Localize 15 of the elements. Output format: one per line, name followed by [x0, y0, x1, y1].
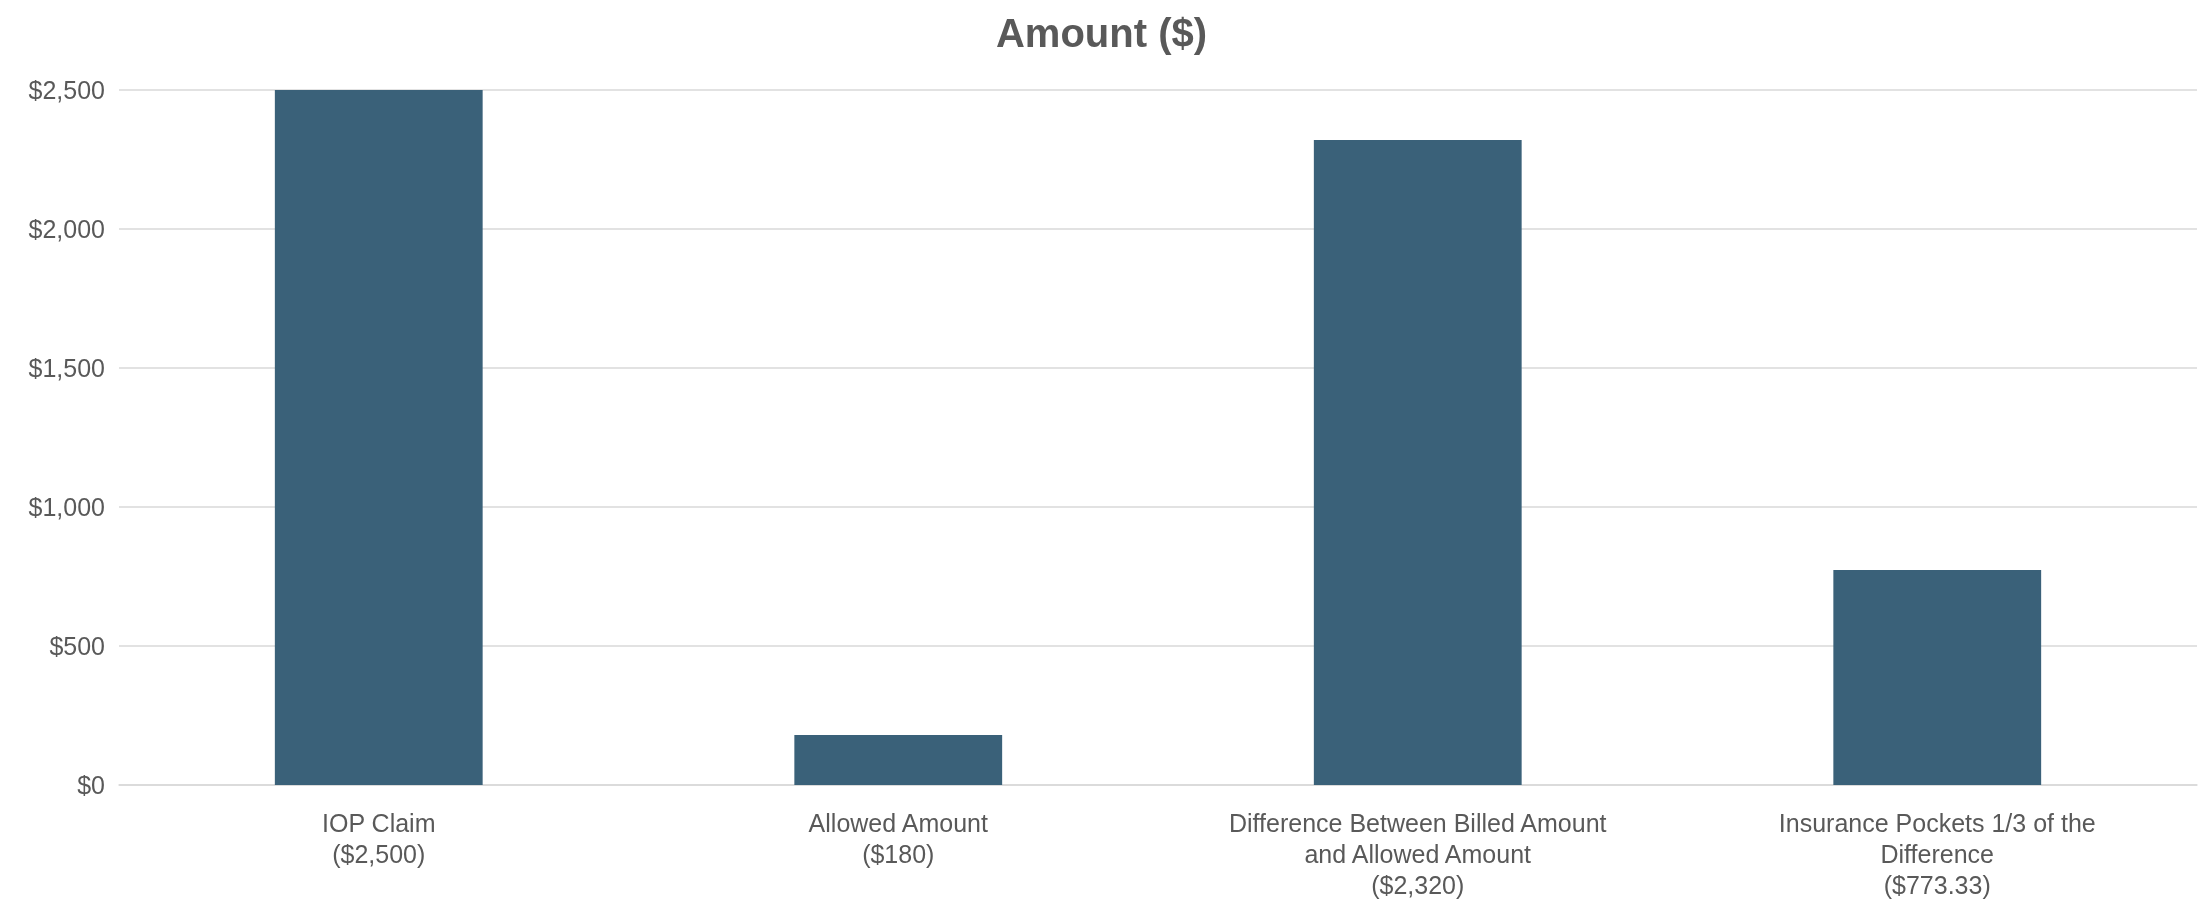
- x-tick-label: Insurance Pockets 1/3 of the Difference ($773.33): [1778, 808, 2096, 899]
- bar: [1833, 570, 2042, 785]
- bar: [794, 734, 1003, 785]
- y-tick-label: $500: [49, 632, 105, 660]
- y-tick-label: $0: [77, 771, 105, 799]
- bar: [1313, 140, 1522, 785]
- x-tick-label: Difference Between Billed Amount and Allowed Amount ($2,320): [1228, 808, 1607, 899]
- y-tick-label: $1,500: [28, 354, 105, 382]
- x-tick-label: IOP Claim ($2,500): [322, 808, 436, 868]
- bar: [274, 90, 483, 785]
- y-tick-label: $1,000: [28, 493, 105, 521]
- y-tick-label: $2,000: [28, 215, 105, 243]
- y-tick-label: $2,500: [28, 76, 105, 104]
- chart-title: Amount ($): [995, 11, 1208, 55]
- x-tick-label: Allowed Amount ($180): [808, 808, 988, 868]
